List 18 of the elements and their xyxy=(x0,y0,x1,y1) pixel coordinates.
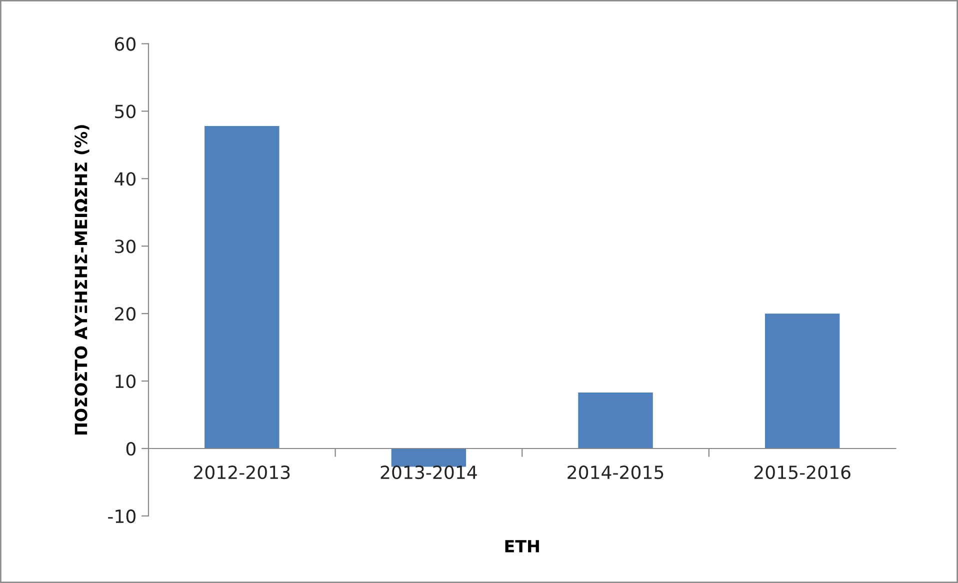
bar xyxy=(764,314,840,448)
x-tick-label: 2013-2014 xyxy=(380,465,477,480)
x-tick-label: 2012-2013 xyxy=(194,465,290,480)
bar xyxy=(204,126,280,448)
y-tick-label: 60 xyxy=(114,37,136,51)
y-tick-label: 10 xyxy=(116,374,136,388)
y-tick-label: 30 xyxy=(115,240,136,254)
x-axis-title: ΕΤΗ xyxy=(505,540,539,552)
x-tick-label: 2015-2016 xyxy=(754,465,850,480)
y-tick-label: 40 xyxy=(114,172,136,186)
y-tick-label: -10 xyxy=(108,509,136,524)
bar xyxy=(391,448,466,467)
y-tick-label: 20 xyxy=(115,307,136,321)
y-tick-label: 0 xyxy=(126,442,136,456)
x-tick-label: 2014-2015 xyxy=(568,465,664,480)
y-axis-title: ΠΟΣΟΣΤΟ ΑΥΞΗΣΗΣ-ΜΕΙΩΣΗΣ (%) xyxy=(74,125,90,434)
y-tick-label: 50 xyxy=(115,104,136,118)
bar xyxy=(578,392,653,448)
